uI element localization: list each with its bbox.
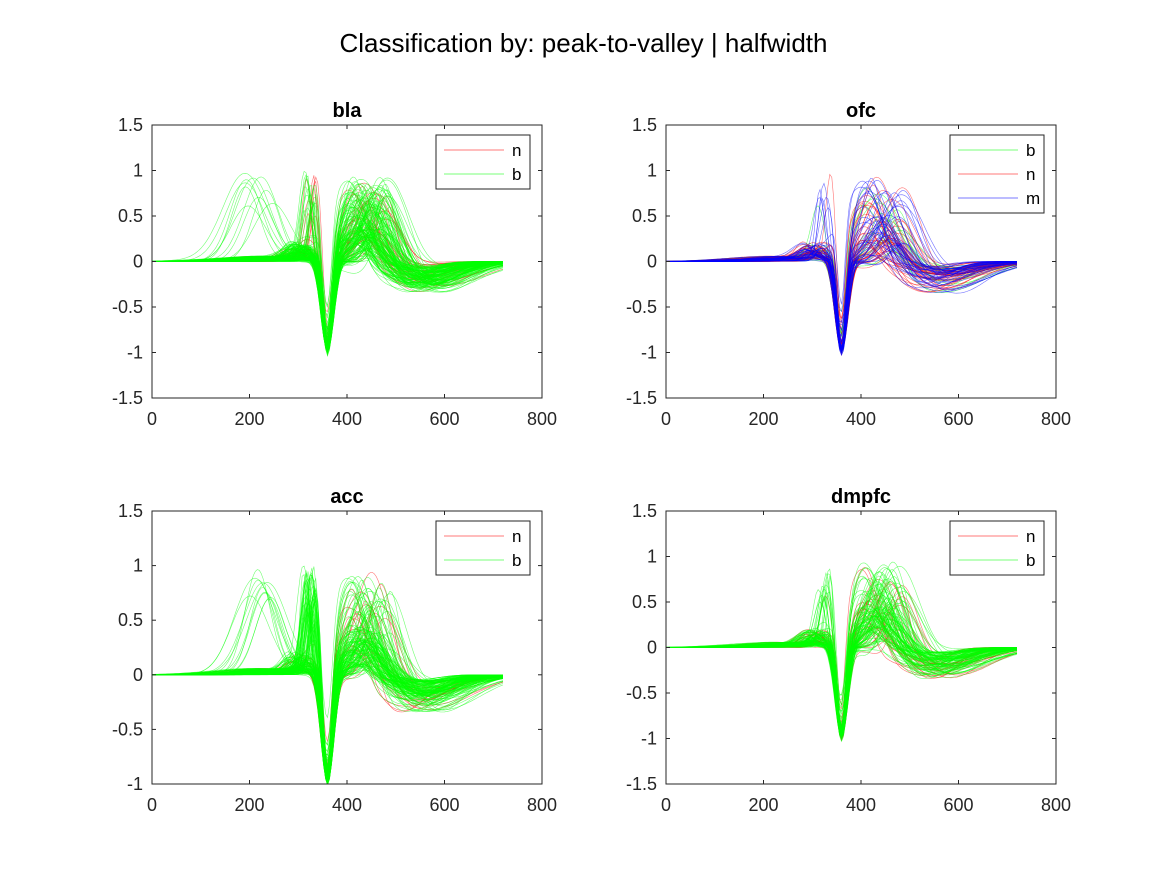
- legend-box: [435, 520, 531, 576]
- x-tick-label: 600: [429, 795, 459, 815]
- trace-line: [152, 186, 503, 350]
- subplot-dmpfc: 0 200 400 600 800 -1.5 -1 -0.5 0 0.5 1 1.5 dmpfc nb: [626, 486, 1071, 815]
- y-tick-label: 0.5: [632, 206, 657, 226]
- subplot-title: ofc: [846, 100, 876, 122]
- subplot-acc: 0 200 400 600 800 -1 -0.5 0 0.5 1 1.5 acc nb: [112, 486, 557, 815]
- x-tick-label: 600: [943, 795, 973, 815]
- traces: [152, 565, 504, 784]
- series-b: [666, 561, 1018, 743]
- x-tick-label: 800: [527, 795, 557, 815]
- y-tick-label: -0.5: [112, 719, 143, 739]
- legend-label: n: [512, 527, 521, 546]
- series-m: [666, 177, 1018, 357]
- legend-box: [949, 520, 1045, 576]
- legend-label: b: [512, 165, 521, 184]
- subplot-ofc: 0 200 400 600 800 -1.5 -1 -0.5 0 0.5 1 1.5 ofc bnm: [626, 100, 1071, 429]
- trace-line: [666, 186, 1018, 305]
- y-tick-label: -1: [127, 774, 143, 794]
- trace-line: [666, 222, 1018, 332]
- figure-title: Classification by: peak-to-valley | half…: [339, 28, 828, 58]
- y-tick-label: -1: [641, 343, 657, 363]
- x-tick-label: 400: [846, 409, 876, 429]
- x-tick-label: 200: [234, 795, 264, 815]
- y-tick-label: 0.5: [118, 206, 143, 226]
- x-tick-label: 0: [147, 409, 157, 429]
- legend-label: n: [512, 141, 521, 160]
- y-tick-label: -0.5: [626, 683, 657, 703]
- x-tick-label: 600: [429, 409, 459, 429]
- x-tick-label: 800: [1041, 795, 1071, 815]
- y-tick-label: 0.5: [632, 592, 657, 612]
- legend-label: b: [512, 551, 521, 570]
- y-tick-label: -1: [641, 729, 657, 749]
- y-tick-label: -1.5: [626, 774, 657, 794]
- x-tick-label: 0: [661, 795, 671, 815]
- y-tick-label: 1: [133, 161, 143, 181]
- traces: [666, 173, 1018, 357]
- x-tick-label: 400: [332, 795, 362, 815]
- y-tick-label: 0: [647, 252, 657, 272]
- trace-line: [152, 649, 504, 784]
- subplot-title: dmpfc: [831, 486, 891, 508]
- x-tick-label: 800: [1041, 409, 1071, 429]
- legend: bnm: [949, 134, 1045, 214]
- x-tick-label: 400: [846, 795, 876, 815]
- trace-line: [152, 198, 503, 335]
- y-tick-label: 0.5: [118, 610, 143, 630]
- y-tick-label: 1.5: [632, 501, 657, 521]
- y-tick-label: 1.5: [118, 501, 143, 521]
- x-tick-label: 400: [332, 409, 362, 429]
- y-tick-label: -0.5: [626, 297, 657, 317]
- legend-label: b: [1026, 141, 1035, 160]
- trace-line: [666, 588, 1017, 735]
- legend-label: b: [1026, 551, 1035, 570]
- trace-line: [666, 578, 1018, 696]
- x-tick-label: 200: [748, 795, 778, 815]
- series-b: [152, 565, 504, 784]
- legend: nb: [435, 134, 531, 190]
- y-tick-label: -1: [127, 343, 143, 363]
- trace-line: [152, 180, 504, 308]
- x-tick-label: 600: [943, 409, 973, 429]
- legend-label: n: [1026, 165, 1035, 184]
- subplot-title: acc: [330, 486, 363, 508]
- legend-label: m: [1026, 189, 1040, 208]
- y-tick-label: 0: [647, 638, 657, 658]
- trace-line: [666, 216, 1017, 343]
- legend: nb: [435, 520, 531, 576]
- y-tick-label: -1.5: [626, 388, 657, 408]
- y-tick-label: 1: [647, 161, 657, 181]
- y-tick-label: 1: [647, 547, 657, 567]
- subplot-bla: 0 200 400 600 800 -1.5 -1 -0.5 0 0.5 1 1.5 bla nb: [112, 100, 557, 429]
- y-tick-label: 0: [133, 665, 143, 685]
- legend: nb: [949, 520, 1045, 576]
- y-tick-label: 1: [133, 556, 143, 576]
- y-tick-label: -1.5: [112, 388, 143, 408]
- x-tick-label: 0: [661, 409, 671, 429]
- x-tick-label: 800: [527, 409, 557, 429]
- x-tick-label: 0: [147, 795, 157, 815]
- y-tick-label: 0: [133, 252, 143, 272]
- legend-box: [435, 134, 531, 190]
- trace-line: [152, 591, 504, 753]
- legend-label: n: [1026, 527, 1035, 546]
- traces: [666, 561, 1018, 743]
- y-tick-label: 1.5: [118, 115, 143, 135]
- y-tick-label: -0.5: [112, 297, 143, 317]
- x-tick-label: 200: [234, 409, 264, 429]
- subplot-title: bla: [333, 100, 363, 122]
- series-b: [152, 170, 504, 357]
- trace-line: [152, 207, 503, 348]
- x-tick-label: 200: [748, 409, 778, 429]
- traces: [152, 170, 504, 357]
- y-tick-label: 1.5: [632, 115, 657, 135]
